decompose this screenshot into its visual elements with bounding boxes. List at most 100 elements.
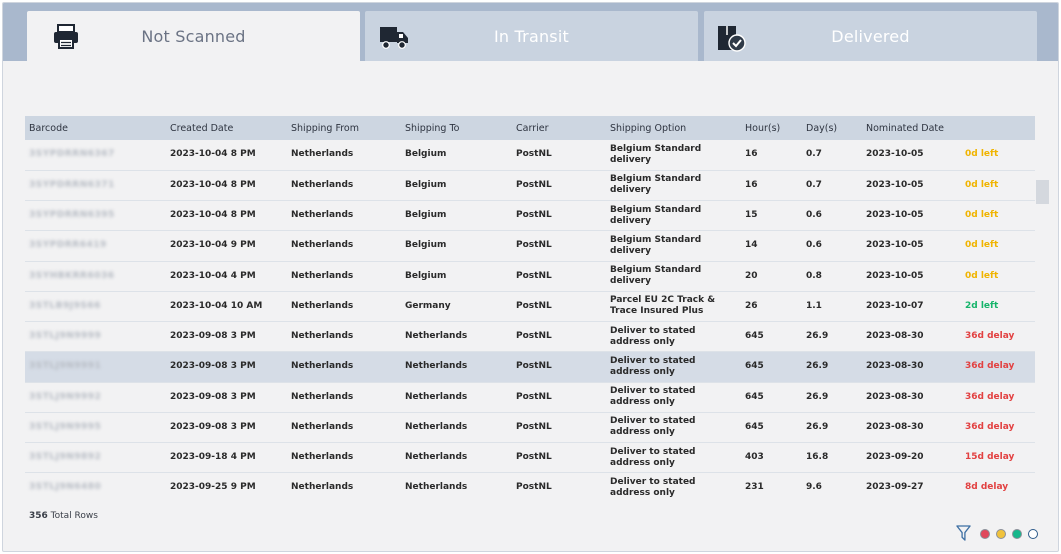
table-row[interactable]: 3SYPDRR6419 2023-10-04 9 PM Netherlands Bel… xyxy=(25,230,1035,261)
days-cell: 0.6 xyxy=(806,240,822,251)
status-cell: 36d delay xyxy=(965,391,1015,402)
shipping-option-cell: Belgium Standard delivery xyxy=(610,234,702,256)
tab-label: In Transit xyxy=(494,26,569,46)
green-status-dot[interactable] xyxy=(1012,529,1022,539)
days-cell: 26.9 xyxy=(806,331,829,342)
barcode-cell: 3SYPDRRN6371 xyxy=(29,179,115,190)
barcode-cell: 3STLB9J9S66 xyxy=(29,300,101,311)
barcode-cell: 3STLJ9N9999 xyxy=(29,331,102,342)
created-date-cell: 2023-09-08 3 PM xyxy=(170,361,256,372)
scrollbar-thumb[interactable] xyxy=(1036,180,1049,204)
nominated-date-cell: 2023-10-05 xyxy=(866,240,924,251)
shipping-from-cell: Netherlands xyxy=(291,300,354,311)
total-rows-label: Total Rows xyxy=(50,511,98,521)
nominated-date-cell: 2023-10-07 xyxy=(866,300,924,311)
shipping-from-cell: Netherlands xyxy=(291,210,354,221)
nominated-date-cell: 2023-08-30 xyxy=(866,331,924,342)
shipping-option-cell: Deliver to stated address only xyxy=(610,325,696,347)
table-row[interactable]: 3SYPDRRN6371 2023-10-04 8 PM Netherlands Be… xyxy=(25,170,1035,201)
column-header-created-date[interactable]: Created Date xyxy=(170,122,234,134)
shipping-from-cell: Netherlands xyxy=(291,240,354,251)
days-cell: 26.9 xyxy=(806,361,829,372)
carrier-cell: PostNL xyxy=(516,149,552,160)
red-status-dot[interactable] xyxy=(980,529,990,539)
column-header-days[interactable]: Day(s) xyxy=(806,122,838,134)
package-check-icon xyxy=(718,26,746,52)
column-header-shipping-option[interactable]: Shipping Option xyxy=(610,122,687,134)
nominated-date-cell: 2023-09-27 xyxy=(866,482,924,493)
table-row[interactable]: 3STLJ9N9992 2023-09-08 3 PM Netherlands Net… xyxy=(25,382,1035,413)
barcode-cell: 3SYPDRRN6395 xyxy=(29,210,115,221)
hours-cell: 645 xyxy=(745,361,764,372)
shipping-option-cell: Belgium Standard delivery xyxy=(610,204,702,226)
amber-status-dot[interactable] xyxy=(996,529,1006,539)
table-row[interactable]: 3STLJ9N9999 2023-09-08 3 PM Netherlands Net… xyxy=(25,321,1035,352)
tab-delivered[interactable]: Delivered xyxy=(704,11,1037,61)
hours-cell: 16 xyxy=(745,149,758,160)
shipping-to-cell: Netherlands xyxy=(405,482,468,493)
shipments-table-container: Barcode Created Date Shipping From Shipp… xyxy=(25,116,1035,503)
table-row[interactable]: 3STLB9J9S66 2023-10-04 10 AM Netherlands Ge… xyxy=(25,291,1035,322)
column-header-shipping-to[interactable]: Shipping To xyxy=(405,122,460,134)
column-header-carrier[interactable]: Carrier xyxy=(516,122,549,134)
carrier-cell: PostNL xyxy=(516,361,552,372)
status-cell: 0d left xyxy=(965,149,999,160)
table-header-row: Barcode Created Date Shipping From Shipp… xyxy=(25,116,1035,140)
barcode-cell: 3STLJ9N9991 xyxy=(29,361,102,372)
status-cell: 0d left xyxy=(965,270,999,281)
nominated-date-cell: 2023-10-05 xyxy=(866,149,924,160)
created-date-cell: 2023-09-08 3 PM xyxy=(170,421,256,432)
tab-not-scanned[interactable]: Not Scanned xyxy=(27,11,360,61)
shipping-from-cell: Netherlands xyxy=(291,361,354,372)
nominated-date-cell: 2023-08-30 xyxy=(866,421,924,432)
hours-cell: 645 xyxy=(745,391,764,402)
hours-cell: 403 xyxy=(745,452,764,463)
created-date-cell: 2023-09-08 3 PM xyxy=(170,331,256,342)
days-cell: 0.7 xyxy=(806,149,822,160)
tab-label: Delivered xyxy=(831,26,910,46)
created-date-cell: 2023-09-18 4 PM xyxy=(170,452,256,463)
shipping-option-cell: Deliver to stated address only xyxy=(610,355,696,377)
status-legend xyxy=(956,525,1046,545)
table-row[interactable]: 3SYPDRRN6395 2023-10-04 8 PM Netherlands Be… xyxy=(25,200,1035,231)
table-row[interactable]: 3SYPDRRN6367 2023-10-04 8 PM Netherlands Be… xyxy=(25,140,1035,171)
table-row[interactable]: 3STLJ9N6480 2023-09-25 9 PM Netherlands Net… xyxy=(25,472,1035,503)
shipping-option-cell: Deliver to stated address only xyxy=(610,476,696,498)
table-row[interactable]: 3SYHBKRR6036 2023-10-04 4 PM Netherlands Be… xyxy=(25,261,1035,292)
hours-cell: 16 xyxy=(745,179,758,190)
shipments-table: Barcode Created Date Shipping From Shipp… xyxy=(25,116,1035,503)
shipping-to-cell: Netherlands xyxy=(405,361,468,372)
shipping-option-cell: Deliver to stated address only xyxy=(610,416,696,438)
printer-icon xyxy=(54,24,78,49)
carrier-cell: PostNL xyxy=(516,331,552,342)
shipping-from-cell: Netherlands xyxy=(291,149,354,160)
barcode-cell: 3STLJ9N9995 xyxy=(29,421,102,432)
created-date-cell: 2023-10-04 4 PM xyxy=(170,270,256,281)
column-header-shipping-from[interactable]: Shipping From xyxy=(291,122,359,134)
days-cell: 26.9 xyxy=(806,421,829,432)
days-cell: 0.7 xyxy=(806,179,822,190)
column-header-hours[interactable]: Hour(s) xyxy=(745,122,781,134)
table-row[interactable]: 3STLJ9N9892 2023-09-18 4 PM Netherlands Net… xyxy=(25,442,1035,473)
carrier-cell: PostNL xyxy=(516,452,552,463)
status-cell: 0d left xyxy=(965,179,999,190)
barcode-cell: 3SYPDRR6419 xyxy=(29,240,107,251)
empty-status-dot[interactable] xyxy=(1028,529,1038,539)
filter-icon[interactable] xyxy=(956,525,971,542)
shipping-to-cell: Belgium xyxy=(405,210,447,221)
carrier-cell: PostNL xyxy=(516,421,552,432)
table-row[interactable]: 3STLJ9N9991 2023-09-08 3 PM Netherlands Net… xyxy=(25,351,1035,382)
shipping-to-cell: Netherlands xyxy=(405,421,468,432)
shipping-from-cell: Netherlands xyxy=(291,331,354,342)
created-date-cell: 2023-10-04 8 PM xyxy=(170,149,256,160)
created-date-cell: 2023-10-04 8 PM xyxy=(170,179,256,190)
shipping-option-cell: Belgium Standard delivery xyxy=(610,265,702,287)
column-header-barcode[interactable]: Barcode xyxy=(29,122,68,134)
days-cell: 1.1 xyxy=(806,300,822,311)
carrier-cell: PostNL xyxy=(516,240,552,251)
created-date-cell: 2023-10-04 9 PM xyxy=(170,240,256,251)
shipping-from-cell: Netherlands xyxy=(291,270,354,281)
column-header-nominated-date[interactable]: Nominated Date xyxy=(866,122,944,134)
table-row[interactable]: 3STLJ9N9995 2023-09-08 3 PM Netherlands Net… xyxy=(25,412,1035,443)
tab-in-transit[interactable]: In Transit xyxy=(365,11,698,61)
